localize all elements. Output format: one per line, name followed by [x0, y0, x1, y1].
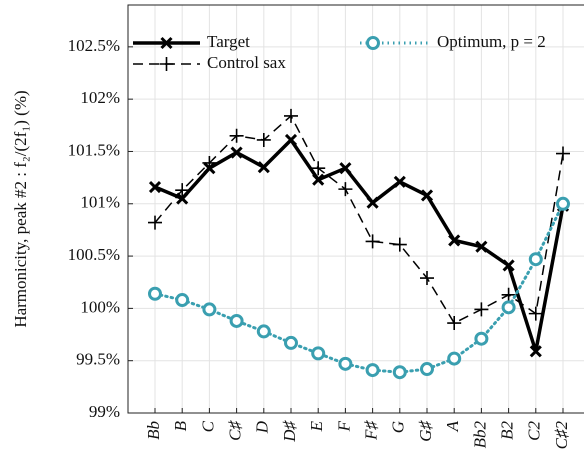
data-point	[203, 162, 216, 175]
data-point	[256, 132, 271, 147]
legend-marker	[159, 57, 174, 71]
x-tick-label: C♯	[226, 420, 245, 441]
series-line	[154, 115, 564, 324]
data-point	[420, 271, 434, 286]
data-point	[475, 240, 488, 253]
x-tick-label: D♯	[280, 420, 299, 443]
data-point	[175, 183, 190, 198]
data-point	[148, 286, 162, 301]
x-tick-label: G	[389, 421, 408, 433]
y-tick-label: 102.5%	[68, 36, 120, 55]
legend-marker	[160, 36, 173, 50]
x-tick-label: C	[198, 420, 217, 432]
x-tick-label: Bb	[144, 421, 163, 440]
data-point	[448, 234, 461, 247]
data-point	[338, 356, 353, 371]
x-tick-label: E	[307, 420, 326, 432]
data-point	[556, 196, 570, 211]
legend-label: Optimum, p = 2	[437, 32, 546, 51]
data-point	[529, 345, 542, 358]
x-tick-label: C♯2	[552, 421, 571, 450]
data-point	[528, 306, 543, 321]
legend-label: Target	[207, 32, 250, 51]
data-point	[365, 234, 380, 249]
data-point	[501, 300, 516, 315]
data-point	[338, 182, 353, 197]
data-point	[230, 146, 243, 159]
data-point	[229, 128, 244, 143]
data-point	[474, 331, 489, 346]
data-point	[501, 287, 516, 302]
data-point	[175, 293, 190, 308]
legend-label: Control sax	[207, 53, 286, 72]
data-point	[176, 192, 189, 205]
data-point	[148, 215, 162, 230]
data-point	[284, 133, 298, 147]
data-point	[392, 365, 407, 380]
data-point	[339, 162, 352, 175]
x-tick-label: C2	[525, 421, 544, 441]
data-point	[148, 180, 162, 194]
data-point	[528, 252, 543, 267]
data-point	[256, 324, 271, 339]
data-point	[257, 161, 270, 174]
y-tick-label: 99.5%	[76, 350, 120, 369]
data-point	[393, 175, 406, 188]
data-point	[284, 108, 298, 123]
series-line	[153, 202, 565, 374]
data-point	[474, 302, 489, 317]
plot-frame	[127, 4, 584, 414]
y-tick-label: 102%	[80, 88, 120, 107]
data-point	[420, 362, 434, 377]
x-tick-label: A	[443, 420, 462, 432]
data-point	[392, 237, 407, 252]
x-tick-label: B2	[498, 421, 517, 440]
y-tick-label: 101.5%	[68, 140, 120, 159]
data-point	[366, 196, 379, 209]
x-tick-label: Bb2	[470, 421, 489, 449]
data-point	[229, 313, 244, 328]
data-point	[420, 189, 434, 202]
data-point	[556, 146, 570, 161]
y-tick-label: 99%	[89, 402, 120, 421]
data-point	[365, 363, 380, 378]
data-point	[284, 335, 298, 350]
x-tick-label: G♯	[416, 420, 435, 442]
x-tick-label: D	[253, 420, 272, 434]
y-tick-label: 101%	[80, 193, 120, 212]
data-point	[202, 302, 217, 317]
data-point	[311, 346, 326, 361]
data-point	[447, 351, 462, 366]
data-point	[502, 259, 515, 272]
data-point	[312, 173, 325, 186]
x-tick-label: B	[171, 420, 190, 431]
y-tick-label: 100.5%	[68, 245, 120, 264]
y-tick-label: 100%	[80, 297, 120, 316]
data-point	[311, 161, 326, 176]
y-axis-label: Harmonicity, peak #2 : f₂/(2f₁) (%)	[11, 90, 30, 327]
series-line	[154, 138, 565, 354]
data-point	[447, 316, 462, 331]
legend-marker	[366, 36, 380, 50]
x-tick-label: F♯	[362, 420, 381, 441]
x-tick-label: F	[334, 420, 353, 432]
